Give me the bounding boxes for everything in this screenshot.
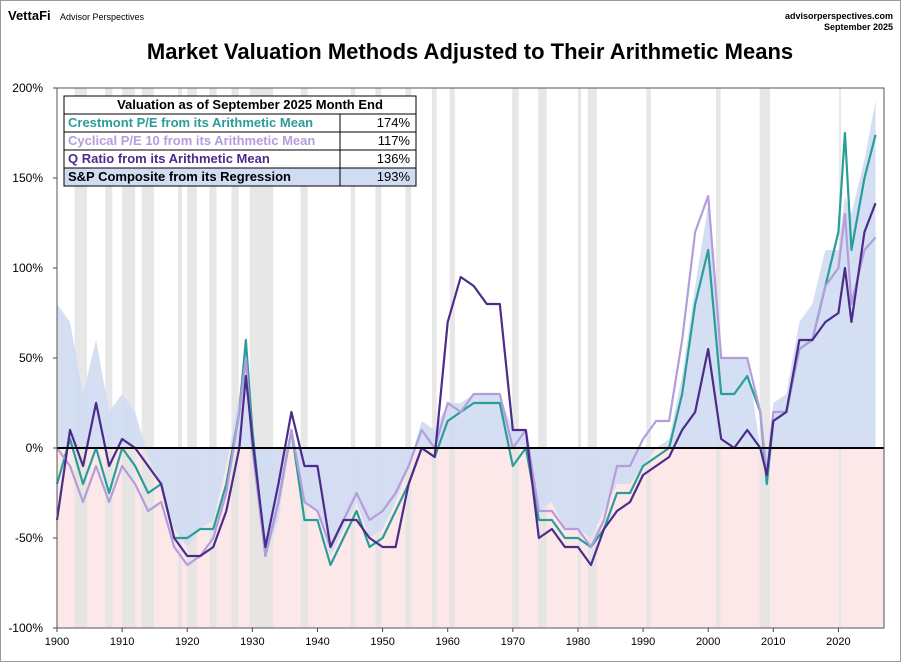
x-tick-label: 1960 xyxy=(435,636,459,648)
table-value: 193% xyxy=(377,169,411,184)
x-tick-label: 1940 xyxy=(305,636,329,648)
valuation-table: Valuation as of September 2025 Month End… xyxy=(63,95,417,187)
plot: -100% -50% 0% 50% 100% 150% 200% 1900 1910 1920 19… xyxy=(8,81,885,648)
x-tick-label: 2010 xyxy=(761,636,785,648)
table-title: Valuation as of September 2025 Month End xyxy=(117,97,383,112)
recession-band xyxy=(300,88,308,628)
x-tick-label: 1970 xyxy=(501,636,525,648)
x-tick-label: 2020 xyxy=(826,636,850,648)
recession-band xyxy=(449,88,455,628)
table-value: 136% xyxy=(377,151,411,166)
recession-band xyxy=(577,88,582,628)
brand-name: Advisor Perspectives xyxy=(60,12,145,22)
x-tick-label: 1930 xyxy=(240,636,264,648)
table-value: 174% xyxy=(377,115,411,130)
recession-band xyxy=(512,88,519,628)
x-tick-label: 1980 xyxy=(566,636,590,648)
y-tick-label: -100% xyxy=(8,621,43,635)
chart-title: Market Valuation Methods Adjusted to The… xyxy=(147,39,793,64)
table-series-name: S&P Composite from its Regression xyxy=(68,169,291,184)
recession-band xyxy=(178,88,183,628)
x-tick-label: 2000 xyxy=(696,636,720,648)
recession-band xyxy=(375,88,382,628)
y-tick-label: -50% xyxy=(15,531,43,545)
y-tick-label: 100% xyxy=(12,261,43,275)
recession-band xyxy=(105,88,113,628)
site: advisorperspectives.com xyxy=(785,11,893,21)
recession-band xyxy=(74,88,87,628)
recession-band xyxy=(350,88,356,628)
x-tick-label: 1990 xyxy=(631,636,655,648)
y-tick-label: 0% xyxy=(26,441,44,455)
table-series-name: Crestmont P/E from its Arithmetic Mean xyxy=(68,115,313,130)
table-series-name: Cyclical P/E 10 from its Arithmetic Mean xyxy=(68,133,315,148)
recession-band xyxy=(231,88,239,628)
recession-band xyxy=(587,88,597,628)
recession-band xyxy=(432,88,437,628)
recession-band xyxy=(187,88,198,628)
x-tick-label: 1950 xyxy=(370,636,394,648)
x-tick-label: 1920 xyxy=(175,636,199,648)
x-tick-label: 1900 xyxy=(45,636,69,648)
y-tick-label: 200% xyxy=(12,81,43,95)
y-tick-label: 150% xyxy=(12,171,43,185)
recession-band xyxy=(122,88,136,628)
recession-band xyxy=(405,88,412,628)
table-value: 117% xyxy=(378,133,411,148)
table-series-name: Q Ratio from its Arithmetic Mean xyxy=(68,151,270,166)
x-tick-label: 1910 xyxy=(110,636,134,648)
table-row xyxy=(63,167,417,187)
plot-border xyxy=(56,87,885,629)
recession-band xyxy=(141,88,155,628)
recession-band xyxy=(538,88,547,628)
recession-band xyxy=(209,88,217,628)
date: September 2025 xyxy=(824,22,893,32)
recession-band xyxy=(759,88,771,628)
recession-band xyxy=(646,88,651,628)
y-tick-label: 50% xyxy=(19,351,43,365)
brand: VettaFi xyxy=(8,8,51,23)
